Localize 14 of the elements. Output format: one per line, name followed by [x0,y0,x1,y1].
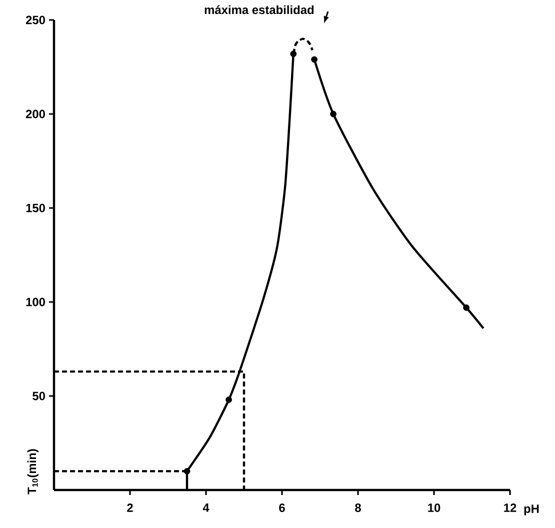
text: máxima estabilidad [204,5,314,14]
y-tick-label: 200 [26,110,45,118]
y-tick-label: 250 [26,16,45,24]
y-axis-title: T$_{10}$(min) [27,449,38,494]
y-tick-label: 100 [26,298,45,306]
x-tick-label: 2 [127,504,133,512]
x-tick-label: 12 [504,504,516,512]
x-tick-label: 8 [355,504,361,512]
y-tick-label: 150 [26,204,45,212]
x-tick-label: 6 [279,504,285,512]
y-tick-label: 50 [32,392,45,400]
x-axis-title: pH [524,504,539,516]
x-tick-label: 4 [202,504,210,512]
x-tick-label: 10 [428,504,440,512]
